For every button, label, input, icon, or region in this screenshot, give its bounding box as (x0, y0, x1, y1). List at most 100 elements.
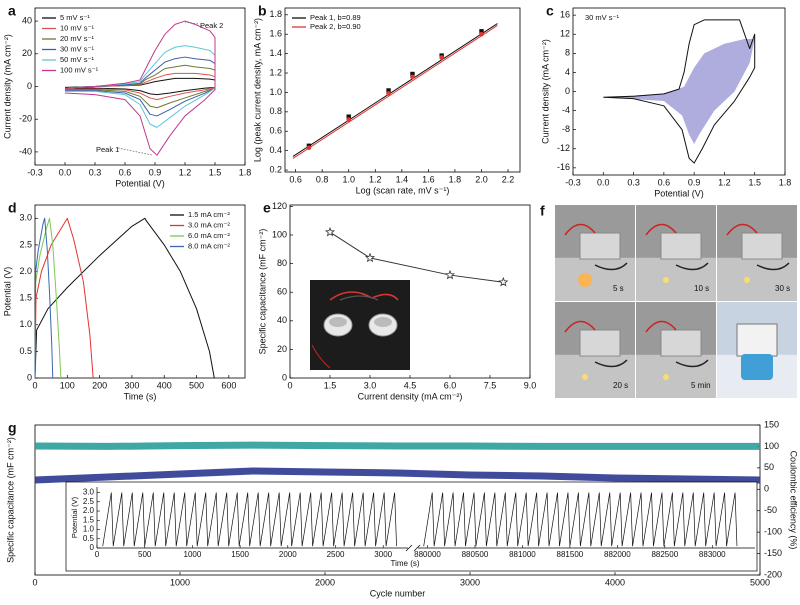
y-axis-label: Specific capacitance (mF cm⁻²) (5, 437, 15, 563)
led-glow (744, 277, 750, 283)
x-tick-label: 1.5 (209, 167, 222, 177)
x-tick-label: 1.5 (748, 177, 761, 187)
line (64, 56, 216, 117)
inset: 00.51.01.52.02.53.0 0 500 1000 1500 2000 2500 3… (65, 481, 758, 572)
y-tick-label: 1.0 (269, 87, 282, 97)
device (741, 232, 783, 260)
legend-label: 50 mV s⁻¹ (60, 55, 94, 64)
y-tick-label: -16 (557, 162, 570, 172)
line (34, 217, 62, 379)
cell-top (374, 317, 392, 327)
x-tick-label: 2.0 (475, 174, 488, 184)
y2-tick-label: -100 (764, 527, 782, 537)
x-tick-label: 300 (124, 380, 139, 390)
marker (439, 55, 444, 60)
x-tick-label: 1.8 (239, 167, 252, 177)
y-tick-label: 0 (90, 543, 95, 552)
legend-label: 100 mV s⁻¹ (60, 65, 99, 74)
photo-shade (717, 257, 797, 301)
x-tick-label: 500 (189, 380, 204, 390)
line (329, 231, 504, 283)
line (102, 492, 397, 547)
x-tick-label: 9.0 (524, 380, 537, 390)
led-glow (663, 277, 669, 283)
x-tick-label: 0.9 (688, 177, 701, 187)
line (34, 217, 215, 379)
x-tick-label: 1.2 (179, 167, 192, 177)
wire (675, 359, 709, 368)
led-glow (582, 374, 588, 380)
annotation-leader (184, 21, 199, 25)
x-axis-label: Cycle number (370, 588, 426, 598)
y-axis-label: Log (peak current density, mA cm⁻²) (252, 18, 262, 162)
x-tick-label: 5000 (750, 577, 770, 587)
line (64, 45, 216, 128)
x-tick-label: 1.5 (324, 380, 337, 390)
x-tick-label: 0 (32, 380, 37, 390)
panel-label: a (8, 3, 16, 19)
y-tick-label: 40 (22, 15, 32, 25)
y-axis-label: Current density (mA cm⁻²) (2, 34, 12, 139)
y2-tick-label: 100 (764, 441, 779, 451)
panel: 0 1.5 3.0 4.5 6.0 7.5 9.0 0 20 40 60 80 100 120 Curren… (257, 200, 536, 402)
x-axis-label: Time (s) (124, 391, 157, 401)
x-tick-label: 4.5 (404, 380, 417, 390)
x-tick-label: 0 (32, 577, 37, 587)
line (34, 467, 761, 484)
photo-grid: 5 s 10 s 30 s 20 s 5 min (555, 205, 797, 398)
plot-frame (34, 204, 246, 379)
legend-label: 10 mV s⁻¹ (60, 23, 94, 32)
marker (479, 29, 484, 34)
legend-label: 20 mV s⁻¹ (60, 34, 94, 43)
x-tick-label: 882000 (604, 550, 631, 559)
wire (726, 223, 758, 236)
annotation: Peak 2 (200, 21, 223, 30)
panel-label: g (8, 420, 17, 436)
y-tick-label: 4 (565, 67, 570, 77)
x-tick-label: 3.0 (364, 380, 377, 390)
wire (564, 320, 596, 333)
y-tick-label: 0.5 (19, 346, 32, 356)
marker (479, 31, 484, 37)
line (423, 492, 738, 547)
x-tick-label: 100 (60, 380, 75, 390)
y-tick-label: -20 (19, 114, 32, 124)
x-axis-label: Current density (mA cm⁻²) (358, 391, 463, 401)
line (34, 441, 760, 450)
device (579, 329, 621, 357)
y-tick-label: 100 (272, 229, 287, 239)
x-tick-label: 200 (92, 380, 107, 390)
line (603, 19, 756, 164)
x-tick-label: 0.9 (149, 167, 162, 177)
legend-label: 30 mV s⁻¹ (60, 44, 94, 53)
y-tick-label: -12 (557, 143, 570, 153)
y-tick-label: 1.2 (269, 67, 282, 77)
wire (594, 359, 628, 368)
y-tick-label: -4 (562, 105, 570, 115)
water (741, 354, 773, 380)
photo-caption: 30 s (775, 284, 790, 293)
x-tick-label: 1.6 (422, 174, 435, 184)
annotation: Peak 1 (96, 145, 119, 154)
y-tick-label: 1.4 (269, 48, 282, 58)
photo-shade (555, 354, 635, 398)
y-tick-label: 12 (560, 29, 570, 39)
marker (346, 114, 351, 119)
y-tick-label: 0.6 (269, 126, 282, 136)
y-tick-label: 1.6 (269, 29, 282, 39)
x-tick-label: 1.2 (369, 174, 382, 184)
x-tick-label: 500 (138, 550, 152, 559)
panel-label: d (8, 200, 17, 216)
y-tick-label: 0.2 (269, 164, 282, 174)
y-tick-label: 2.0 (83, 506, 95, 515)
x-tick-label: 0.6 (658, 177, 671, 187)
y-tick-label: -40 (19, 146, 32, 156)
x-tick-label: 1000 (170, 577, 190, 587)
x-tick-label: 2000 (315, 577, 335, 587)
x-tick-label: 1.0 (342, 174, 355, 184)
device (660, 329, 702, 357)
wire (756, 262, 790, 271)
plot-frame (284, 7, 521, 173)
